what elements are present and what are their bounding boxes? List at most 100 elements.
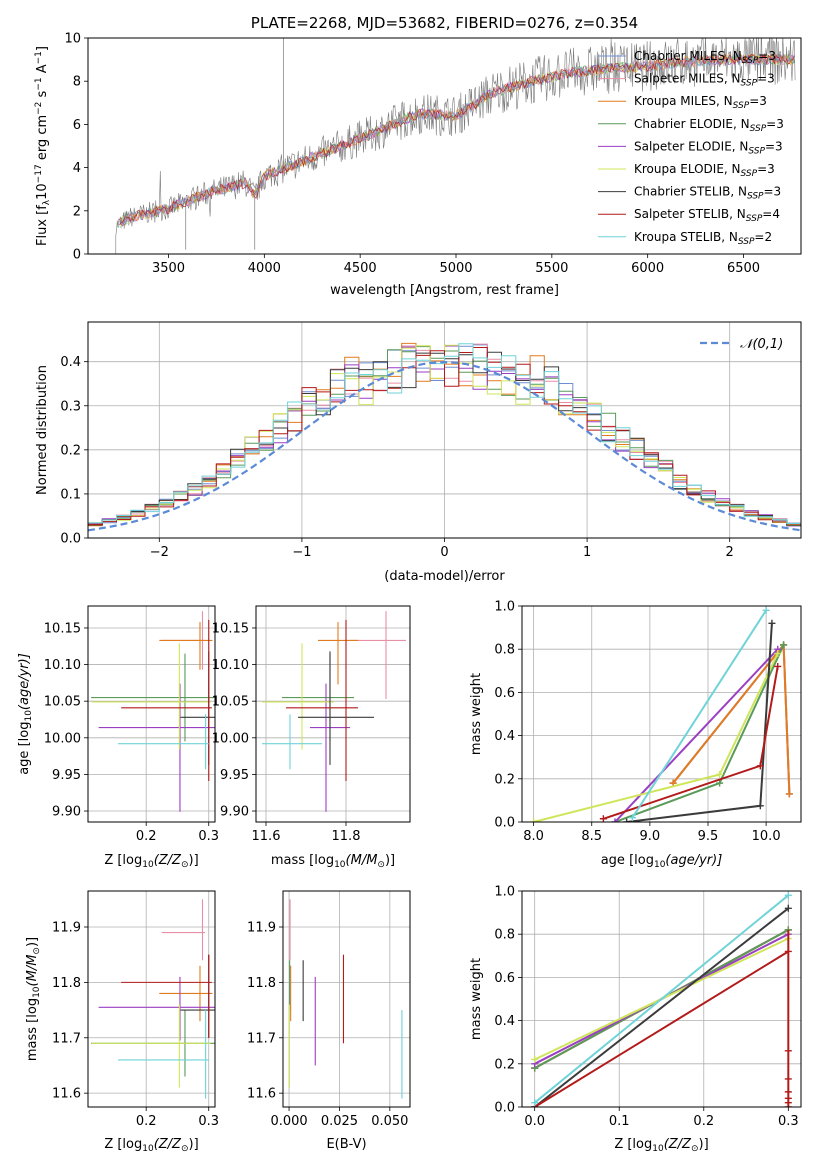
label-part: 10 [35,183,50,200]
legend-entry: Chabrier ELODIE, NSSP​=3 [634,117,784,134]
y-tick-label: 9.90 [52,805,81,820]
label-part: ] [35,46,50,51]
label-part: Z [log [614,1137,652,1152]
label-part: erg cm [35,115,50,164]
y-axis-label: mass weight [469,958,484,1040]
x-tick-label: 10.0 [752,829,781,844]
y-tick-label: 6 [73,118,81,133]
x-axis-label: (data-model)/error [384,569,505,584]
axes-frame [255,605,411,823]
label-part: (Z/Z [154,853,182,868]
label-part: Salpeter MILES, N [634,72,741,86]
y-tick-label: 11.6 [247,1087,276,1102]
weight-line-7 [534,950,789,1107]
x-axis-label: wavelength [Angstrom, rest frame] [330,283,559,298]
y-tick-label: 0.8 [494,928,515,943]
x-tick-label: 9.0 [640,829,661,844]
plot-area [88,342,801,538]
y-tick-label: 8 [73,75,81,90]
label-part: Kroupa ELODIE, N [634,162,741,176]
label-part: ⊙ [32,947,42,955]
weight-line-6 [534,907,789,1107]
legend-entry: Kroupa MILES, NSSP​=3 [634,94,767,111]
x-tick-label: 0.025 [321,1114,358,1129]
label-part: −1 [34,77,44,90]
label-part: (age/yr)] [665,853,722,868]
label-part: ⊙ [181,860,189,870]
x-tick-label: 4000 [248,261,281,276]
x-tick-label: 8.5 [581,829,602,844]
y-tick-label: 0.0 [494,1101,515,1116]
y-tick-label: 0.1 [60,487,81,502]
label-part: SSP [746,214,763,224]
x-axis-label: Z [log10​(Z/Z⊙​)] [104,1137,198,1154]
label-part: s [35,90,50,101]
label-part: =3 [764,185,782,199]
y-tick-label: 2 [73,204,81,219]
weight-line-8 [534,894,789,1104]
x-tick-label: 0 [440,545,448,560]
weight-marker-6 [756,802,764,810]
axes-frame [87,605,216,823]
weight-marker-2 [785,790,793,798]
y-tick-label: 0.6 [494,686,515,701]
x-tick-label: 0.000 [270,1114,307,1129]
label-part: −2 [34,102,44,115]
y-tick-label: 10 [64,32,81,47]
y-tick-label: 4 [73,161,81,176]
vertical-marker [784,1103,792,1107]
weight-marker-5 [774,650,782,658]
label-part: ⊙ [691,1144,699,1154]
y-tick-label: 11.8 [52,976,81,991]
weight-marker-4 [611,818,619,822]
label-part: age [log [17,722,32,775]
weight-marker-3 [780,641,788,649]
label-part: age [log [601,853,654,868]
label-part: Chabrier STELIB, N [634,185,747,199]
weight-marker-8 [628,814,636,822]
label-part: Chabrier ELODIE, N [634,117,750,131]
label-part: )] [189,1137,199,1152]
y-tick-label: 0.4 [494,1014,515,1029]
y-tick-label: 10.10 [212,658,249,673]
y-tick-label: 1.0 [494,885,515,900]
x-tick-label: 9.5 [698,829,719,844]
label-part: Flux [f [35,205,50,246]
label-part: =3 [758,49,776,63]
plot-area [91,611,215,812]
label-part: =3 [749,94,767,108]
model-line-2 [119,53,795,227]
legend-entry: 𝒩(0,1) [740,337,783,352]
label-part: ⊙ [377,860,385,870]
label-part: Salpeter ELODIE, N [634,139,748,153]
model-line-7 [119,53,795,226]
panel-weight_vs_Z: 0.0 0.1 0.2 0.3 0.0 0.2 0.4 0.6 0.8 1.0 [494,885,802,1129]
weight-marker-5 [530,818,538,822]
label-part: SSP [738,237,755,247]
weight-line-4 [614,648,779,822]
label-part: )] [385,853,395,868]
y-tick-label: 1.0 [494,600,515,615]
label-part: −17 [34,164,44,183]
y-tick-label: 0.4 [494,729,515,744]
weight-marker-6 [784,904,792,912]
weight-marker-7 [756,762,764,770]
label-part: 10 [32,986,42,998]
x-tick-label: −1 [292,545,311,560]
weight-marker-7 [599,815,607,822]
y-tick-label: 10.00 [44,731,81,746]
y-tick-label: 9.95 [52,768,81,783]
model-line-0 [119,53,795,225]
x-tick-label: 0.2 [693,1114,714,1129]
y-tick-label: 11.7 [52,1031,81,1046]
x-tick-label: 0.2 [136,829,157,844]
y-axis-label: Flux [fλ​10−17​ erg cm−2​ s−1​ A−1​] [34,46,52,246]
y-tick-label: 0.8 [494,643,515,658]
weight-marker-8 [531,1099,539,1107]
x-tick-label: 0.3 [198,1114,219,1129]
y-tick-label: 0.6 [494,971,515,986]
weight-marker-3 [716,779,724,787]
vertical-marker [784,1047,792,1055]
legend-entry: Chabrier STELIB, NSSP​=3 [634,185,781,202]
x-tick-label: −2 [150,545,169,560]
